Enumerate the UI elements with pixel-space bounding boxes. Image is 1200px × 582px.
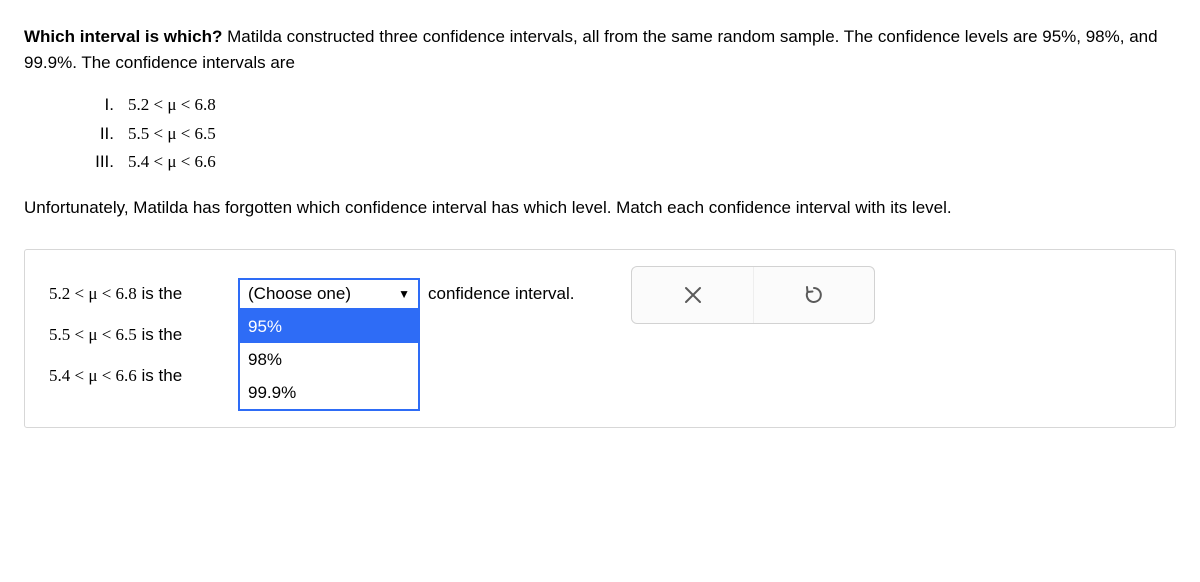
clear-button[interactable]: [632, 267, 753, 323]
list-item: III. 5.4 < μ < 6.6: [80, 148, 1176, 177]
roman-numeral: II.: [80, 120, 114, 149]
dropdown-option[interactable]: 95%: [240, 310, 418, 343]
dropdown-list: 95% 98% 99.9%: [238, 310, 420, 411]
answer-lead: 5.4 < μ < 6.6 is the: [49, 366, 234, 386]
reset-button[interactable]: [753, 267, 874, 323]
confidence-dropdown[interactable]: (Choose one) ▼ 95% 98% 99.9%: [238, 278, 420, 310]
interval-expression: 5.2 < μ < 6.8: [128, 91, 216, 120]
roman-numeral: III.: [80, 148, 114, 177]
close-icon: [681, 283, 705, 307]
dropdown-toggle[interactable]: (Choose one) ▼: [238, 278, 420, 310]
answer-line: 5.2 < μ < 6.8 is the (Choose one) ▼ 95% …: [49, 274, 574, 315]
interval-expression: 5.5 < μ < 6.5: [128, 120, 216, 149]
answer-rows: 5.2 < μ < 6.8 is the (Choose one) ▼ 95% …: [49, 274, 574, 397]
answer-expression: 5.5 < μ < 6.5: [49, 325, 137, 344]
dropdown-placeholder: (Choose one): [248, 284, 398, 304]
list-item: II. 5.5 < μ < 6.5: [80, 120, 1176, 149]
instruction-text: Unfortunately, Matilda has forgotten whi…: [24, 195, 1176, 221]
answer-panel: 5.2 < μ < 6.8 is the (Choose one) ▼ 95% …: [24, 249, 1176, 428]
answer-lead: 5.5 < μ < 6.5 is the: [49, 325, 234, 345]
chevron-down-icon: ▼: [398, 287, 410, 301]
answer-suffix: is the: [137, 284, 182, 303]
list-item: I. 5.2 < μ < 6.8: [80, 91, 1176, 120]
action-tray: [631, 266, 875, 324]
interval-list: I. 5.2 < μ < 6.8 II. 5.5 < μ < 6.5 III. …: [80, 91, 1176, 178]
answer-trail: confidence interval.: [428, 284, 574, 304]
dropdown-option[interactable]: 98%: [240, 343, 418, 376]
answer-expression: 5.2 < μ < 6.8: [49, 284, 137, 303]
roman-numeral: I.: [80, 91, 114, 120]
prompt-bold: Which interval is which?: [24, 27, 222, 46]
interval-expression: 5.4 < μ < 6.6: [128, 148, 216, 177]
answer-suffix: is the: [137, 325, 182, 344]
reset-icon: [802, 283, 826, 307]
answer-suffix: is the: [137, 366, 182, 385]
dropdown-option[interactable]: 99.9%: [240, 376, 418, 409]
answer-lead: 5.2 < μ < 6.8 is the: [49, 284, 234, 304]
question-prompt: Which interval is which? Matilda constru…: [24, 24, 1176, 77]
answer-expression: 5.4 < μ < 6.6: [49, 366, 137, 385]
